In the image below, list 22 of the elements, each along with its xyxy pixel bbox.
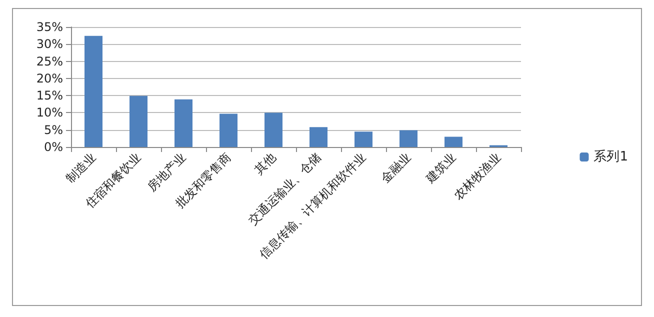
y-tick-label: 0% xyxy=(44,140,63,154)
bar xyxy=(130,96,148,147)
x-tick-label: 其他 xyxy=(252,150,278,177)
y-tick-label: 35% xyxy=(36,20,63,34)
y-tick-label: 5% xyxy=(44,122,63,137)
x-tick-label: 金融业 xyxy=(378,150,414,186)
y-tick-label: 10% xyxy=(36,106,63,120)
y-tick-label: 15% xyxy=(36,88,63,103)
y-tick-label: 25% xyxy=(36,54,63,68)
bar xyxy=(174,99,192,147)
bar xyxy=(354,132,372,147)
y-tick-label: 20% xyxy=(36,71,63,86)
bar xyxy=(444,136,462,147)
legend-label: 系列1 xyxy=(594,150,628,164)
bar xyxy=(310,127,328,147)
bar xyxy=(220,114,238,147)
bar xyxy=(400,130,418,147)
x-tick-label: 建筑业 xyxy=(422,150,458,186)
bar xyxy=(264,112,282,147)
y-tick-label: 30% xyxy=(36,37,63,52)
bar xyxy=(84,36,102,147)
x-tick-label: 制造业 xyxy=(63,150,98,186)
